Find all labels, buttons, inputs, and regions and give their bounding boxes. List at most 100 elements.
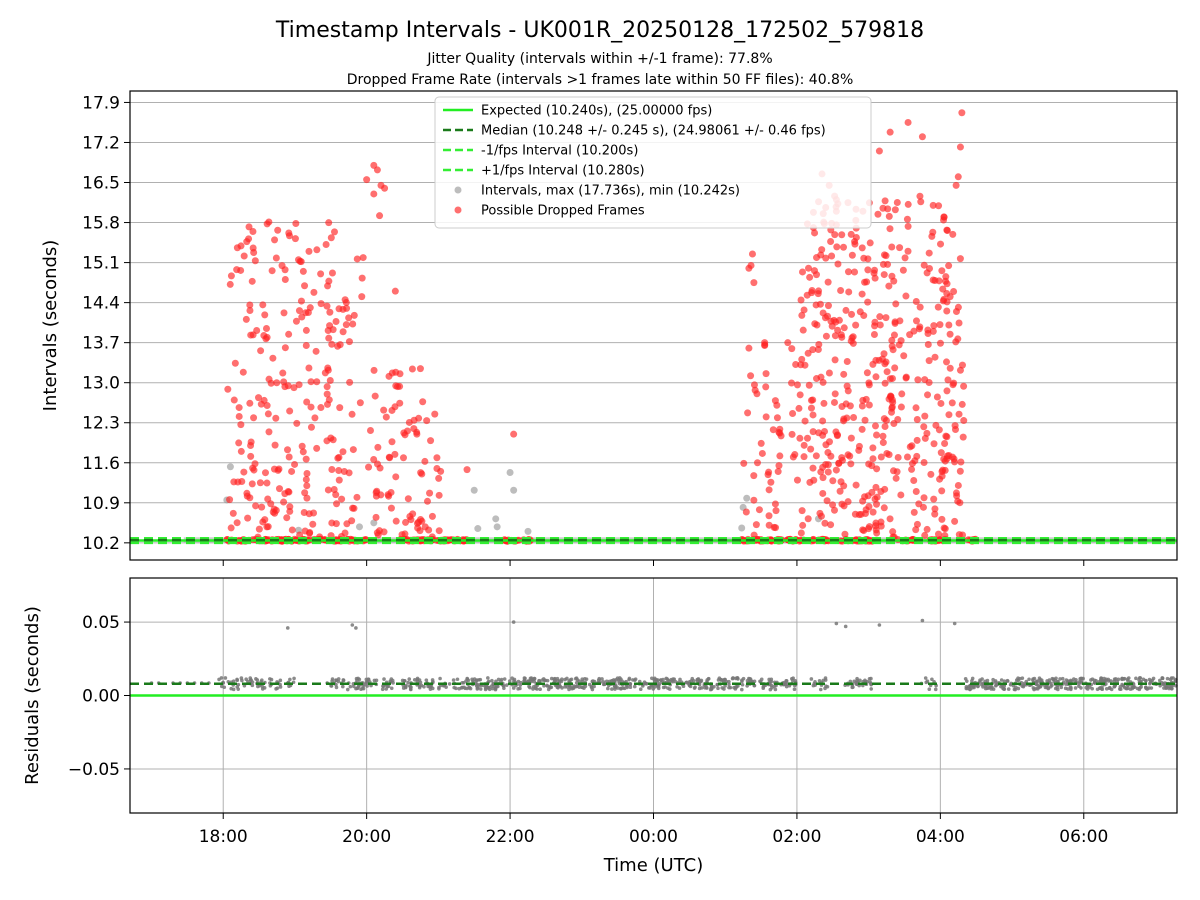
dropped-frame-point: [302, 326, 310, 334]
residual-point: [644, 681, 649, 686]
dropped-frame-point: [880, 350, 888, 358]
residual-point: [494, 679, 498, 684]
dropped-frame-point: [821, 314, 829, 322]
dropped-frame-point: [945, 262, 953, 270]
dropped-frame-point: [463, 466, 471, 474]
dropped-frame-point: [250, 466, 258, 474]
residual-point: [567, 687, 571, 692]
dropped-frame-point: [747, 372, 755, 380]
dropped-frame-point: [275, 465, 283, 473]
dropped-frame-point: [868, 462, 876, 470]
dropped-frame-point: [838, 231, 846, 239]
dropped-frame-point: [956, 467, 964, 475]
residual-point: [571, 686, 576, 691]
dropped-frame-point: [931, 510, 939, 518]
dropped-frame-point: [847, 434, 855, 442]
residual-point: [724, 679, 729, 684]
dropped-frame-point: [946, 293, 954, 301]
dropped-frame-point: [902, 374, 910, 382]
dropped-frame-point: [416, 527, 424, 535]
dropped-frame-point: [885, 451, 893, 459]
dropped-frame-point: [910, 508, 918, 516]
dropped-frame-point: [324, 486, 332, 494]
dropped-frame-point: [264, 410, 272, 418]
dropped-frame-point: [952, 181, 960, 189]
dropped-frame-point: [391, 403, 399, 411]
dropped-frame-point: [844, 451, 852, 459]
dropped-frame-point: [920, 458, 928, 466]
residual-point: [991, 677, 995, 682]
dropped-frame-point: [264, 523, 272, 531]
dropped-frame-point: [860, 527, 868, 535]
dropped-frame-point: [784, 339, 792, 347]
dropped-frame-point: [876, 313, 884, 321]
dropped-frame-point: [381, 184, 389, 192]
dropped-frame-point: [230, 396, 238, 404]
dropped-frame-point: [877, 453, 885, 461]
dropped-frame-point: [831, 332, 839, 340]
dropped-frame-point: [912, 487, 920, 495]
dropped-frame-point: [859, 497, 867, 505]
dropped-frame-point: [881, 422, 889, 430]
residual-point: [1081, 676, 1085, 681]
residual-point: [855, 676, 859, 681]
residual-point: [665, 677, 670, 681]
dropped-frame-point: [281, 490, 289, 498]
dropped-frame-point: [869, 508, 877, 516]
dropped-frame-point: [954, 173, 962, 181]
residual-point: [1134, 676, 1138, 681]
dropped-frame-point: [875, 356, 883, 364]
residual-point: [1092, 680, 1097, 685]
residual-point: [1050, 683, 1054, 688]
dropped-frame-point: [324, 400, 332, 408]
dropped-frame-point: [950, 379, 958, 387]
residual-point: [334, 685, 339, 690]
dropped-frame-point: [881, 197, 889, 205]
dropped-frame-point: [819, 489, 827, 497]
dropped-frame-point: [332, 520, 340, 528]
dropped-frame-point: [925, 249, 933, 257]
residual-point: [976, 684, 980, 688]
residual-point: [1073, 686, 1078, 690]
dropped-frame-point: [226, 280, 234, 288]
residual-point: [430, 678, 435, 682]
dropped-frame-point: [841, 530, 849, 538]
dropped-frame-point: [303, 398, 311, 406]
residual-point: [852, 679, 856, 684]
legend-entry-label: Possible Dropped Frames: [481, 204, 645, 219]
dropped-frame-point: [955, 410, 963, 418]
residual-point: [419, 683, 424, 688]
residual-point: [1038, 684, 1043, 689]
residual-point: [633, 677, 638, 681]
dropped-frame-point: [404, 495, 412, 503]
dropped-frame-point: [788, 430, 796, 438]
dropped-frame-point: [745, 264, 753, 272]
residual-point: [848, 679, 853, 684]
dropped-frame-point: [343, 520, 351, 528]
dropped-frame-point: [925, 378, 933, 386]
residual-point: [1060, 676, 1065, 681]
interval-point: [738, 524, 746, 532]
legend-box: [434, 96, 872, 229]
dropped-frame-point: [237, 447, 245, 455]
dropped-frame-point: [391, 450, 399, 458]
intervals-ytick-label: 16.5: [82, 174, 120, 194]
residual-point: [661, 685, 666, 690]
dropped-frame-point: [889, 398, 897, 406]
dropped-frame-point: [255, 394, 263, 402]
dropped-frame-point: [233, 266, 241, 274]
dropped-frame-point: [821, 519, 829, 527]
residual-point: [341, 684, 345, 689]
dropped-frame-point: [246, 301, 254, 309]
dropped-frame-point: [251, 460, 259, 468]
dropped-frame-point: [305, 364, 313, 372]
dropped-frame-point: [327, 434, 335, 442]
residual-point: [269, 677, 274, 682]
residual-point: [666, 686, 670, 690]
dropped-frame-point: [958, 400, 966, 408]
residual-point: [923, 676, 928, 680]
dropped-frame-point: [937, 240, 945, 248]
dropped-frame-point: [286, 407, 294, 415]
dropped-frame-point: [301, 489, 309, 497]
residual-point: [545, 678, 550, 683]
